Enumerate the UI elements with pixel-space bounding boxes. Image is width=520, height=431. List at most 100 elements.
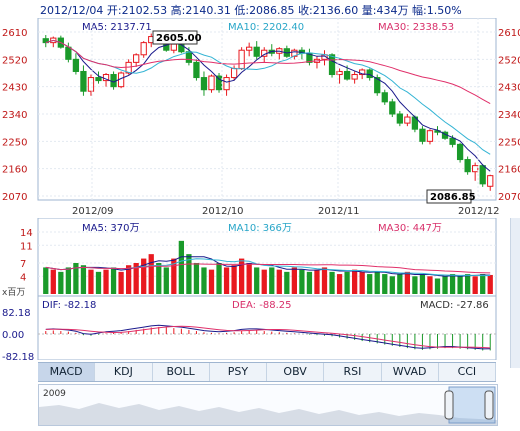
candle-body (351, 74, 358, 80)
y-tick-right: 2520 (498, 55, 520, 66)
volume-bar (80, 265, 87, 294)
volume-bar (171, 258, 177, 294)
tab-macd[interactable]: MACD (38, 363, 96, 381)
y-tick-right: 2430 (498, 83, 520, 94)
tab-obv[interactable]: OBV (267, 363, 325, 381)
volume-bar (419, 274, 426, 294)
volume-bar (284, 271, 290, 294)
volume-svg: MA5: 370万 MA10: 366万 MA30: 447万 14 11 7 4 x… (2, 217, 497, 298)
vol-ma30-legend: MA30: 447万 (378, 223, 442, 234)
navigator-area (39, 403, 497, 425)
dea-legend: DEA: -88.25 (232, 300, 291, 311)
candle-body (449, 137, 456, 145)
macd-y-tick: 0.00 (2, 330, 24, 341)
y-tick-left: 2340 (2, 110, 27, 121)
volume-bar (254, 267, 260, 294)
navigator-left-handle[interactable] (444, 390, 454, 420)
max-annotation: 2605.00 (152, 30, 202, 45)
volume-bar (374, 271, 380, 294)
tab-kdj[interactable]: KDJ (95, 363, 153, 381)
candle-body (65, 46, 72, 60)
candle-body (208, 75, 215, 91)
candle-body (253, 46, 260, 57)
candlestick-svg: MA5: 2137.71 MA10: 2202.40 MA30: 2338.53… (2, 17, 520, 217)
volume-chart[interactable]: MA5: 370万 MA10: 366万 MA30: 447万 14 11 7 4 x… (0, 217, 520, 298)
candle-body (223, 77, 230, 91)
vol-y-tick: 14 (20, 228, 33, 239)
vol-ma5-legend: MA5: 370万 (82, 223, 139, 234)
volume-bar (291, 267, 298, 294)
volume-bar (178, 240, 185, 294)
y-tick-right: 2340 (498, 110, 520, 121)
candle-body (328, 54, 336, 76)
y-tick-right: 2610 (498, 28, 520, 39)
volume-bar (382, 274, 388, 294)
volume-bar (464, 274, 471, 294)
volume-label: 量: (361, 4, 377, 17)
volume-unit: x百万 (2, 287, 25, 296)
candle-body (456, 143, 464, 161)
candle-body (95, 77, 102, 82)
volume-bar (208, 269, 215, 294)
candle-body (110, 74, 117, 88)
volume-bar (434, 278, 441, 294)
candle-body (396, 113, 403, 124)
candle-body (472, 165, 479, 173)
candlestick-chart[interactable]: MA5: 2137.71 MA10: 2202.40 MA30: 2338.53… (0, 17, 520, 218)
volume-bar (321, 267, 328, 294)
volume-bar (118, 271, 124, 294)
volume-bar (223, 267, 230, 294)
candle-body (487, 175, 494, 187)
y-tick-right: 2250 (498, 137, 520, 148)
volume-bar (43, 267, 49, 294)
candle-body (215, 75, 223, 91)
low-value: 2086.85 (249, 4, 295, 17)
min-annotation: 2086.85 (426, 189, 476, 204)
volume-bar (231, 265, 237, 294)
volume-bar (359, 271, 365, 294)
volume-bar (156, 263, 162, 294)
ma5-legend: MA5: 2137.71 (82, 22, 152, 33)
volume-bar (73, 263, 79, 294)
tab-rsi[interactable]: RSI (324, 363, 382, 381)
high-value: 2140.31 (185, 4, 231, 17)
volume-bar (148, 254, 154, 294)
ma30-legend: MA30: 2338.53 (378, 22, 454, 33)
quote-date: 2012/12/04 (40, 4, 104, 17)
candle-body (404, 116, 411, 124)
volume-bar (238, 258, 245, 294)
candle-body (193, 61, 200, 79)
volume-bar (103, 269, 109, 294)
macd-chart[interactable]: DIF: -82.18 DEA: -88.25 MACD: -27.86 82.… (0, 295, 520, 363)
volume-bar (367, 274, 373, 294)
volume-bar (480, 274, 486, 294)
timeline-navigator[interactable]: 2009 (38, 384, 498, 426)
volume-bar (65, 267, 72, 294)
y-tick-right: 2160 (498, 165, 520, 176)
candle-body (140, 42, 147, 56)
y-tick-left: 2250 (2, 137, 27, 148)
candle-body (419, 128, 426, 142)
vol-y-tick: 4 (20, 272, 26, 283)
volume-bar (133, 263, 139, 294)
tab-wvad[interactable]: WVAD (381, 363, 439, 381)
high-label: 高: (170, 4, 186, 17)
max-annotation-text: 2605.00 (156, 33, 202, 44)
vol-y-tick: 7 (20, 259, 26, 270)
volume-bar (397, 274, 403, 294)
close-label: 收: (298, 4, 313, 17)
candle-body (80, 70, 87, 92)
candle-body (343, 70, 351, 80)
main-chart-frame (37, 17, 497, 201)
tab-boll[interactable]: BOLL (152, 363, 210, 381)
y-tick-right: 2070 (498, 192, 520, 203)
tab-psy[interactable]: PSY (209, 363, 267, 381)
macd-y-tick: -82.18 (2, 352, 34, 360)
navigator-right-handle[interactable] (484, 390, 494, 420)
vol-y-tick: 11 (20, 241, 33, 252)
candle-body (87, 77, 95, 92)
quote-bar: 2012/12/04 开:2102.53 高:2140.31 低:2086.85… (40, 2, 520, 17)
tab-cci[interactable]: CCI (438, 363, 496, 381)
volume-bar (299, 269, 305, 294)
vertical-scrollbar[interactable] (510, 218, 520, 368)
